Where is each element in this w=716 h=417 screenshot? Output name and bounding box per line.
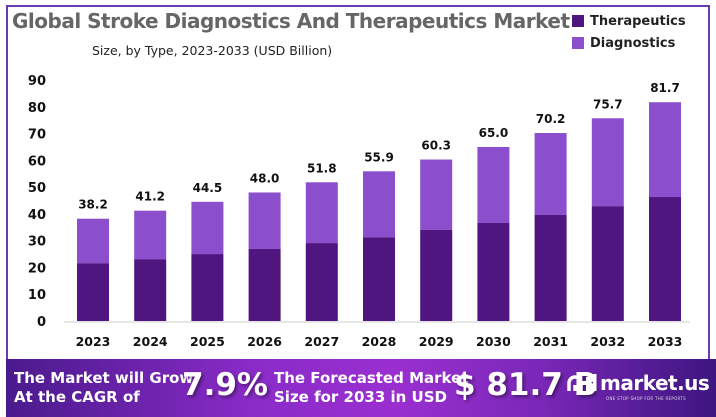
chart-frame <box>6 5 710 359</box>
x-tick-label: 2028 <box>362 334 397 349</box>
bar-diagnostics-2030 <box>477 146 510 223</box>
x-tick-label: 2031 <box>533 334 568 349</box>
legend-swatch-diagnostics <box>572 37 584 49</box>
x-tick-label: 2030 <box>476 334 511 349</box>
y-tick-label: 30 <box>28 235 46 250</box>
y-tick-label: 60 <box>28 154 46 169</box>
forecast-description: The Forecasted Market Size for 2033 in U… <box>274 369 468 407</box>
stacked-bar-chart: 010203040506070809038.2202341.2202444.52… <box>28 74 690 349</box>
x-tick-label: 2023 <box>76 334 111 349</box>
legend-item-therapeutics: Therapeutics <box>572 10 686 32</box>
bar-diagnostics-2026 <box>248 192 281 249</box>
bar-diagnostics-2028 <box>363 171 395 238</box>
market-us-logo: market.us ONE STOP SHOP FOR THE REPORTS <box>566 371 710 401</box>
x-tick-label: 2029 <box>419 334 454 349</box>
logo-name: market.us <box>600 371 710 395</box>
bar-diagnostics-2024 <box>134 210 167 260</box>
logo-tagline: ONE STOP SHOP FOR THE REPORTS <box>606 396 686 401</box>
legend-swatch-therapeutics <box>572 15 584 27</box>
data-label-total: 48.0 <box>250 171 280 185</box>
x-tick-label: 2027 <box>304 334 339 349</box>
chart-subtitle: Size, by Type, 2023-2033 (USD Billion) <box>92 43 333 58</box>
data-label-total: 70.2 <box>536 112 566 126</box>
data-label-total: 51.8 <box>307 161 337 175</box>
summary-banner: The Market will Grow At the CAGR of 7.9%… <box>6 359 716 417</box>
bar-therapeutics-2026 <box>248 248 281 321</box>
bar-diagnostics-2033 <box>649 102 681 198</box>
y-tick-label: 20 <box>28 261 46 276</box>
data-label-total: 55.9 <box>364 150 394 164</box>
forecast-text-line1: The Forecasted Market <box>274 369 469 387</box>
x-tick-label: 2033 <box>648 334 683 349</box>
bar-diagnostics-2027 <box>305 182 338 244</box>
bar-therapeutics-2023 <box>77 263 109 321</box>
bar-therapeutics-2032 <box>591 206 624 321</box>
y-tick-label: 10 <box>28 288 46 303</box>
logo-icon <box>567 374 597 391</box>
bar-diagnostics-2025 <box>191 201 224 255</box>
y-tick-label: 90 <box>28 74 46 89</box>
y-tick-label: 80 <box>28 101 46 116</box>
x-tick-label: 2024 <box>133 334 168 349</box>
bar-therapeutics-2033 <box>649 197 681 321</box>
data-label-total: 81.7 <box>650 81 680 95</box>
data-label-total: 60.3 <box>421 139 451 153</box>
bar-diagnostics-2023 <box>77 218 109 264</box>
y-tick-label: 40 <box>28 208 46 223</box>
data-label-total: 44.5 <box>193 181 223 195</box>
cagr-description: The Market will Grow At the CAGR of <box>14 369 193 407</box>
bar-therapeutics-2029 <box>420 229 453 321</box>
bar-therapeutics-2030 <box>477 222 510 321</box>
bar-therapeutics-2024 <box>134 259 167 321</box>
cagr-text-line2: At the CAGR of <box>14 388 140 406</box>
y-tick-label: 0 <box>37 315 46 330</box>
legend: Therapeutics Diagnostics <box>572 10 686 54</box>
bar-therapeutics-2028 <box>363 237 395 321</box>
bar-diagnostics-2029 <box>420 159 453 230</box>
data-label-total: 41.2 <box>135 190 165 204</box>
forecast-text-line2: Size for 2033 in USD <box>274 388 447 406</box>
y-tick-label: 70 <box>28 128 46 143</box>
data-label-total: 65.0 <box>479 126 509 140</box>
cagr-text-line1: The Market will Grow <box>14 369 194 387</box>
bar-diagnostics-2031 <box>534 133 567 215</box>
chart-title: Global Stroke Diagnostics And Therapeuti… <box>12 9 570 33</box>
x-tick-label: 2032 <box>590 334 625 349</box>
x-tick-label: 2026 <box>247 334 282 349</box>
legend-label-diagnostics: Diagnostics <box>590 35 676 51</box>
bar-therapeutics-2025 <box>191 254 224 321</box>
bar-therapeutics-2031 <box>534 214 567 321</box>
legend-item-diagnostics: Diagnostics <box>572 32 686 54</box>
x-tick-label: 2025 <box>190 334 225 349</box>
cagr-value: 7.9% <box>182 367 268 403</box>
data-label-total: 38.2 <box>78 198 108 212</box>
data-label-total: 75.7 <box>593 97 623 111</box>
y-tick-label: 50 <box>28 181 46 196</box>
bar-diagnostics-2032 <box>591 118 624 207</box>
bar-therapeutics-2027 <box>305 243 338 321</box>
legend-label-therapeutics: Therapeutics <box>590 13 686 29</box>
